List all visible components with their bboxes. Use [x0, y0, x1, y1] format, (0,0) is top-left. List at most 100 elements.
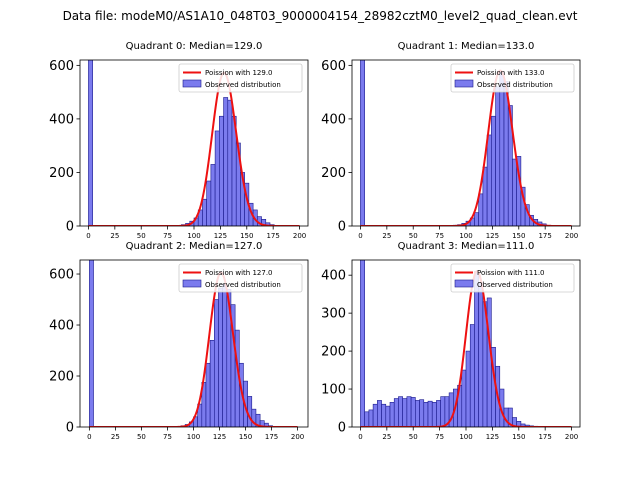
- y-tick-label: 200: [321, 166, 346, 181]
- y-tick-label: 0: [66, 421, 74, 436]
- y-tick-label: 400: [49, 319, 74, 334]
- legend-box: [178, 263, 303, 293]
- chart-title: Quadrant 0: Median=129.0: [126, 41, 263, 52]
- x-tick-label: 100: [459, 433, 472, 441]
- x-tick-label: 150: [240, 232, 253, 240]
- y-tick-label: 400: [321, 112, 346, 127]
- histogram-bar: [377, 400, 382, 427]
- axes-frame: [79, 259, 309, 428]
- x-tick-label: 25: [382, 232, 391, 240]
- histogram-bar: [381, 403, 387, 427]
- histogram-bar: [360, 260, 365, 427]
- histogram-bar: [393, 398, 399, 427]
- y-tick-label: 200: [49, 166, 74, 181]
- x-tick-label: 50: [409, 232, 418, 240]
- histogram-bar: [419, 399, 425, 427]
- chart-quadrant-0: 0 25 50 75 100 125 150 175 200 0 200 400 600 Quadrant…: [49, 41, 309, 240]
- legend-label-fit: Poission with 127.0: [205, 269, 273, 277]
- legend-label-observed: Observed distribution: [477, 81, 553, 89]
- histogram-bar: [206, 180, 212, 226]
- legend-label-observed: Observed distribution: [205, 81, 281, 89]
- histogram-bar: [512, 158, 517, 226]
- histogram-bar: [89, 260, 94, 427]
- histogram-bar: [423, 402, 429, 427]
- y-tick-label: 400: [49, 112, 74, 127]
- x-tick-label: 175: [538, 433, 551, 441]
- legend: Poission with 111.0 Observed distribution: [450, 263, 575, 293]
- legend: Poission with 133.0 Observed distribution: [450, 63, 575, 93]
- histogram-bar: [218, 287, 223, 427]
- plot-area: [360, 260, 572, 427]
- chart-quadrant-3: 0 25 50 75 100 125 150 175 200 0 100 200 300 400 Quadr…: [321, 241, 581, 441]
- y-tick-label: 600: [49, 59, 74, 74]
- x-tick-label: 75: [163, 433, 172, 441]
- histogram-bar: [364, 411, 370, 427]
- x-tick-label: 100: [187, 232, 200, 240]
- histogram-bar: [205, 362, 211, 427]
- histogram-bar: [209, 340, 215, 427]
- x-tick-label: 75: [435, 433, 444, 441]
- y-tick-label: 200: [49, 370, 74, 385]
- chart-quadrant-2: 0 25 50 75 100 125 150 175 200 0 200 400 600 Quadrant…: [49, 241, 309, 441]
- y-tick-label: 100: [321, 383, 346, 398]
- x-tick-label: 100: [187, 433, 200, 441]
- x-tick-label: 50: [137, 232, 146, 240]
- x-tick-label: 125: [214, 232, 227, 240]
- histogram-bar: [499, 71, 505, 226]
- x-tick-label: 50: [409, 433, 418, 441]
- histogram-bar: [431, 402, 437, 427]
- histogram-bar: [410, 397, 416, 427]
- histogram-bar: [398, 396, 403, 427]
- histogram-bar: [469, 324, 475, 427]
- histogram-bar: [474, 212, 479, 226]
- histogram-bar: [486, 297, 492, 427]
- histogram-bar: [474, 271, 479, 427]
- histogram-bar: [402, 398, 408, 427]
- histogram-bar: [427, 400, 433, 427]
- histogram-bar: [360, 60, 365, 226]
- y-tick-label: 400: [321, 269, 346, 284]
- legend-bar-swatch: [182, 279, 202, 288]
- plot-area: [88, 60, 300, 226]
- x-tick-label: 125: [486, 232, 499, 240]
- histogram-bar: [214, 299, 219, 427]
- x-tick-label: 150: [239, 433, 252, 441]
- chart-title: Quadrant 2: Median=127.0: [126, 241, 263, 252]
- legend-label-fit: Poission with 129.0: [205, 69, 273, 77]
- y-tick-label: 600: [321, 59, 346, 74]
- histogram-bar: [406, 396, 412, 427]
- histogram-bar: [436, 400, 441, 427]
- poisson-fit-line: [89, 271, 298, 427]
- histogram-bar: [491, 115, 496, 226]
- x-tick-label: 0: [358, 232, 362, 240]
- histogram-bar: [385, 405, 391, 427]
- legend-label-fit: Poission with 133.0: [477, 69, 545, 77]
- x-tick-label: 0: [87, 433, 91, 441]
- histogram-bar: [440, 396, 446, 427]
- legend-bar-swatch: [454, 79, 474, 88]
- chart-title: Quadrant 3: Median=111.0: [398, 241, 535, 252]
- y-tick-label: 0: [66, 220, 74, 235]
- histogram-bar: [214, 130, 220, 226]
- x-tick-label: 125: [486, 433, 499, 441]
- legend-label-fit: Poission with 111.0: [477, 269, 545, 277]
- x-tick-label: 25: [110, 232, 119, 240]
- histogram-bar: [465, 350, 471, 427]
- histogram-bar: [223, 97, 229, 226]
- histogram-bar: [372, 403, 378, 427]
- histogram-bar: [227, 99, 233, 226]
- x-tick-label: 175: [266, 232, 279, 240]
- x-tick-label: 200: [565, 232, 578, 240]
- histogram-bar: [486, 134, 492, 226]
- chart-title: Quadrant 1: Median=133.0: [398, 41, 535, 52]
- poisson-fit-line: [360, 270, 572, 427]
- x-tick-label: 25: [111, 433, 120, 441]
- x-tick-label: 150: [512, 232, 525, 240]
- histogram-bar: [202, 198, 207, 226]
- legend-box: [450, 263, 575, 293]
- x-tick-label: 125: [213, 433, 226, 441]
- x-tick-label: 0: [358, 433, 362, 441]
- histogram-bar: [222, 283, 228, 427]
- histogram-bar: [210, 164, 216, 226]
